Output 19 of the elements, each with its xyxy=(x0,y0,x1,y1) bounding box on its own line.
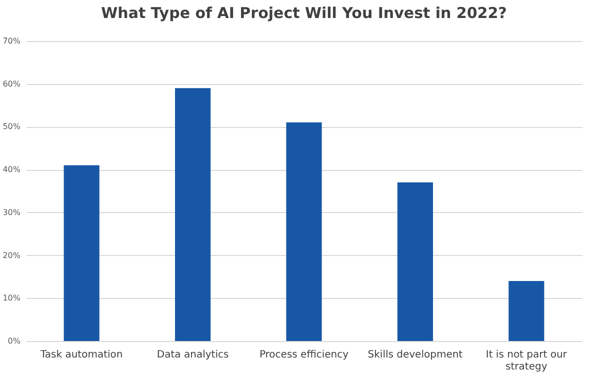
bar xyxy=(286,122,322,341)
y-tick-label: 50% xyxy=(2,122,21,132)
bar xyxy=(175,88,211,341)
y-tick-label: 0% xyxy=(8,336,21,346)
bar xyxy=(64,165,100,341)
y-tick-label: 60% xyxy=(2,79,21,88)
bar xyxy=(508,281,544,341)
y-tick-label: 40% xyxy=(2,165,21,174)
x-tick-label: It is not part our strategy xyxy=(486,350,568,372)
x-tick-label: Data analytics xyxy=(156,350,229,360)
y-tick-label: 20% xyxy=(2,250,21,260)
y-tick-label: 30% xyxy=(2,208,21,217)
bar xyxy=(397,182,433,341)
x-tick-label: Skills development xyxy=(368,350,463,360)
x-tick-label: Task automation xyxy=(39,350,123,360)
chart-title: What Type of AI Project Will You Invest in 2022? xyxy=(101,4,507,22)
y-tick-label: 10% xyxy=(2,294,21,303)
y-tick-label: 70% xyxy=(2,36,21,46)
x-tick-label: Process efficiency xyxy=(259,350,349,360)
